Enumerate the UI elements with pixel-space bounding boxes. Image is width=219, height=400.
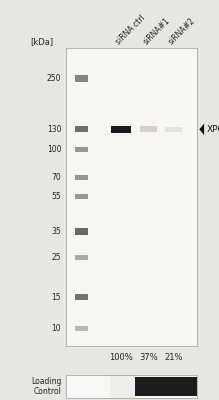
Bar xyxy=(110,375,135,398)
Text: Loading
Control: Loading Control xyxy=(31,377,61,396)
Text: 100: 100 xyxy=(47,145,61,154)
Text: 35: 35 xyxy=(51,227,61,236)
Text: [kDa]: [kDa] xyxy=(31,37,54,46)
Text: 25: 25 xyxy=(52,253,61,262)
Text: 37%: 37% xyxy=(139,353,158,362)
Text: 10: 10 xyxy=(52,324,61,333)
Bar xyxy=(165,127,182,132)
Text: XPO5: XPO5 xyxy=(206,125,219,134)
Bar xyxy=(75,194,88,199)
Text: siRNA ctrl: siRNA ctrl xyxy=(115,13,148,46)
Bar xyxy=(75,126,88,132)
Bar xyxy=(140,126,157,132)
Bar xyxy=(75,255,88,260)
Bar xyxy=(66,375,110,398)
Text: 15: 15 xyxy=(52,293,61,302)
Text: siRNA#1: siRNA#1 xyxy=(142,16,172,46)
Text: 130: 130 xyxy=(47,125,61,134)
Bar xyxy=(75,294,88,300)
Bar xyxy=(111,126,131,133)
Text: siRNA#2: siRNA#2 xyxy=(167,16,197,46)
Text: 70: 70 xyxy=(51,173,61,182)
Bar xyxy=(75,75,88,82)
Bar xyxy=(75,228,88,234)
Bar xyxy=(75,326,88,331)
Text: 21%: 21% xyxy=(164,353,183,362)
Bar xyxy=(75,175,88,180)
Text: 250: 250 xyxy=(47,74,61,83)
Bar xyxy=(135,377,197,396)
Bar xyxy=(75,147,88,152)
Text: 55: 55 xyxy=(51,192,61,201)
Text: 100%: 100% xyxy=(109,353,133,362)
